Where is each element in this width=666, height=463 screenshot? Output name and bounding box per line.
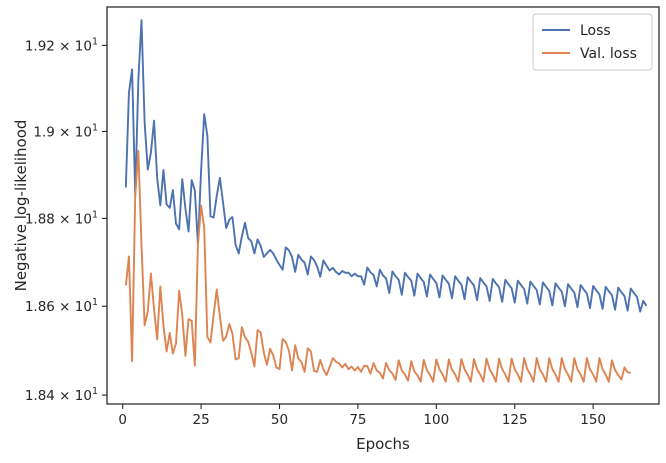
legend: Loss Val. loss	[532, 13, 653, 71]
y-tick-label: 1.84 × 101	[25, 386, 98, 404]
y-tick-label: 1.9 × 101	[33, 122, 98, 140]
series-line-loss	[124, 19, 648, 313]
x-tick-label: 125	[502, 412, 528, 428]
plot-area	[106, 6, 660, 405]
y-tick-label: 1.86 × 101	[25, 297, 98, 315]
x-tick-label: 100	[423, 412, 449, 428]
plot-frame	[106, 6, 660, 405]
y-tick-label: 1.92 × 101	[25, 36, 98, 54]
x-axis: 0 25 50 75 100 125 150	[118, 404, 606, 428]
legend-label: Loss	[580, 23, 611, 39]
x-axis-title: Epochs	[356, 435, 410, 453]
legend-label: Val. loss	[580, 46, 637, 62]
x-tick-label: 0	[118, 412, 127, 428]
x-tick-label: 75	[349, 412, 366, 428]
x-tick-label: 50	[271, 412, 288, 428]
y-axis-title: Negative log-likelihood	[12, 120, 30, 292]
series-line-val-loss	[124, 149, 631, 383]
y-axis: 1.84 × 101 1.86 × 101 1.88 × 101 1.9 × 101 1…	[25, 36, 107, 404]
y-tick-label: 1.88 × 101	[25, 209, 98, 227]
x-tick-label: 150	[580, 412, 606, 428]
x-tick-label: 25	[192, 412, 209, 428]
legend-box	[532, 13, 653, 71]
